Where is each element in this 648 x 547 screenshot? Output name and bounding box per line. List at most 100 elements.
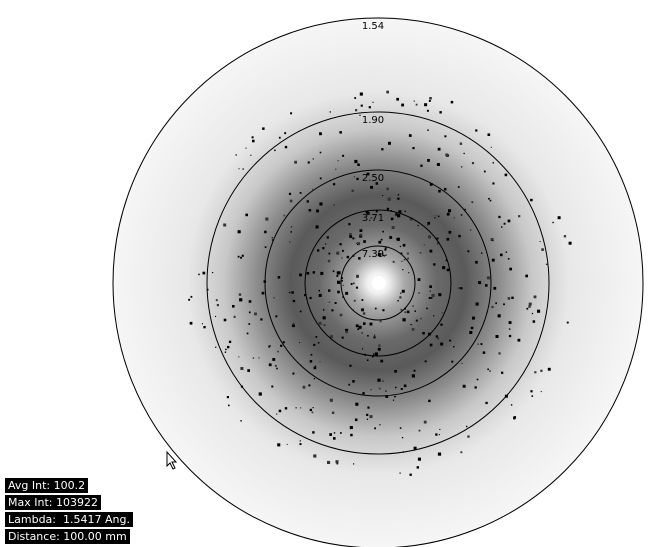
spot [405, 312, 406, 313]
spot [252, 140, 255, 143]
spot [327, 461, 330, 464]
spot [310, 409, 312, 411]
spot [451, 361, 453, 363]
spot [412, 147, 414, 149]
spot [359, 326, 362, 329]
spot [253, 357, 254, 358]
spot [467, 250, 469, 252]
spot [247, 333, 249, 335]
spot [284, 215, 286, 217]
spot [225, 352, 226, 353]
ring-label: 1.54 [362, 21, 384, 32]
spot [212, 272, 213, 273]
spot [453, 346, 454, 347]
spot [375, 352, 378, 355]
spot [508, 297, 511, 300]
spot [249, 312, 251, 314]
spot [501, 226, 502, 227]
spot [475, 386, 477, 388]
spot [483, 351, 486, 354]
spot [518, 339, 521, 342]
spot [202, 323, 203, 324]
spot [541, 248, 544, 251]
spot [341, 280, 343, 282]
spot [371, 389, 372, 390]
spot [238, 230, 241, 233]
spot [366, 414, 368, 416]
spot [400, 427, 402, 429]
spot [254, 313, 257, 316]
spot [299, 274, 302, 277]
spot [307, 272, 310, 275]
spot [333, 437, 336, 440]
spot [437, 163, 440, 166]
spot [336, 275, 338, 277]
spot [296, 407, 297, 408]
spot [374, 335, 375, 336]
spot [433, 315, 434, 316]
spot [320, 272, 323, 275]
spot [335, 169, 336, 170]
spot [350, 434, 353, 437]
spot [293, 323, 294, 324]
spot [349, 235, 352, 238]
spot [324, 324, 326, 326]
spot [389, 236, 392, 239]
spot [401, 104, 404, 107]
spot [381, 148, 383, 150]
spot [437, 337, 440, 340]
spot [290, 112, 292, 114]
spot [373, 102, 374, 103]
spot [404, 385, 407, 388]
spot [388, 198, 391, 201]
spot [277, 351, 279, 353]
spot [239, 293, 241, 295]
spot [440, 324, 442, 326]
spot [429, 97, 432, 100]
spot [240, 420, 242, 422]
spot [382, 309, 384, 311]
spot [299, 342, 300, 343]
spot [215, 316, 216, 317]
spot [239, 298, 242, 301]
spot [529, 303, 532, 306]
info-row: Max Int: 103922 [5, 491, 133, 508]
spot [567, 322, 569, 324]
spot [509, 268, 512, 271]
spot [239, 168, 240, 169]
spot [342, 337, 344, 339]
spot [325, 243, 326, 244]
spot [346, 331, 349, 334]
spot [367, 407, 369, 409]
spot [442, 312, 443, 313]
spot [289, 193, 291, 195]
spot [401, 309, 403, 311]
spot [392, 226, 395, 229]
spot [289, 242, 290, 243]
spot [440, 343, 443, 346]
spot [489, 370, 490, 371]
spot [354, 300, 356, 302]
spot [438, 453, 441, 456]
spot [265, 246, 267, 248]
spot [342, 155, 344, 157]
spot [355, 403, 358, 406]
spot [435, 433, 437, 435]
spot [332, 412, 334, 414]
spot [362, 299, 364, 301]
spot [477, 379, 479, 381]
spot [331, 309, 333, 311]
spot [540, 241, 541, 242]
spot [270, 345, 271, 346]
spot [409, 134, 412, 137]
spot [357, 244, 358, 245]
spot [370, 186, 373, 189]
spot [401, 261, 402, 262]
spot [485, 284, 488, 287]
spot [356, 287, 358, 289]
spot [458, 235, 460, 237]
spot [514, 416, 517, 419]
spot [313, 407, 314, 408]
spot [420, 165, 422, 167]
spot [312, 189, 313, 190]
